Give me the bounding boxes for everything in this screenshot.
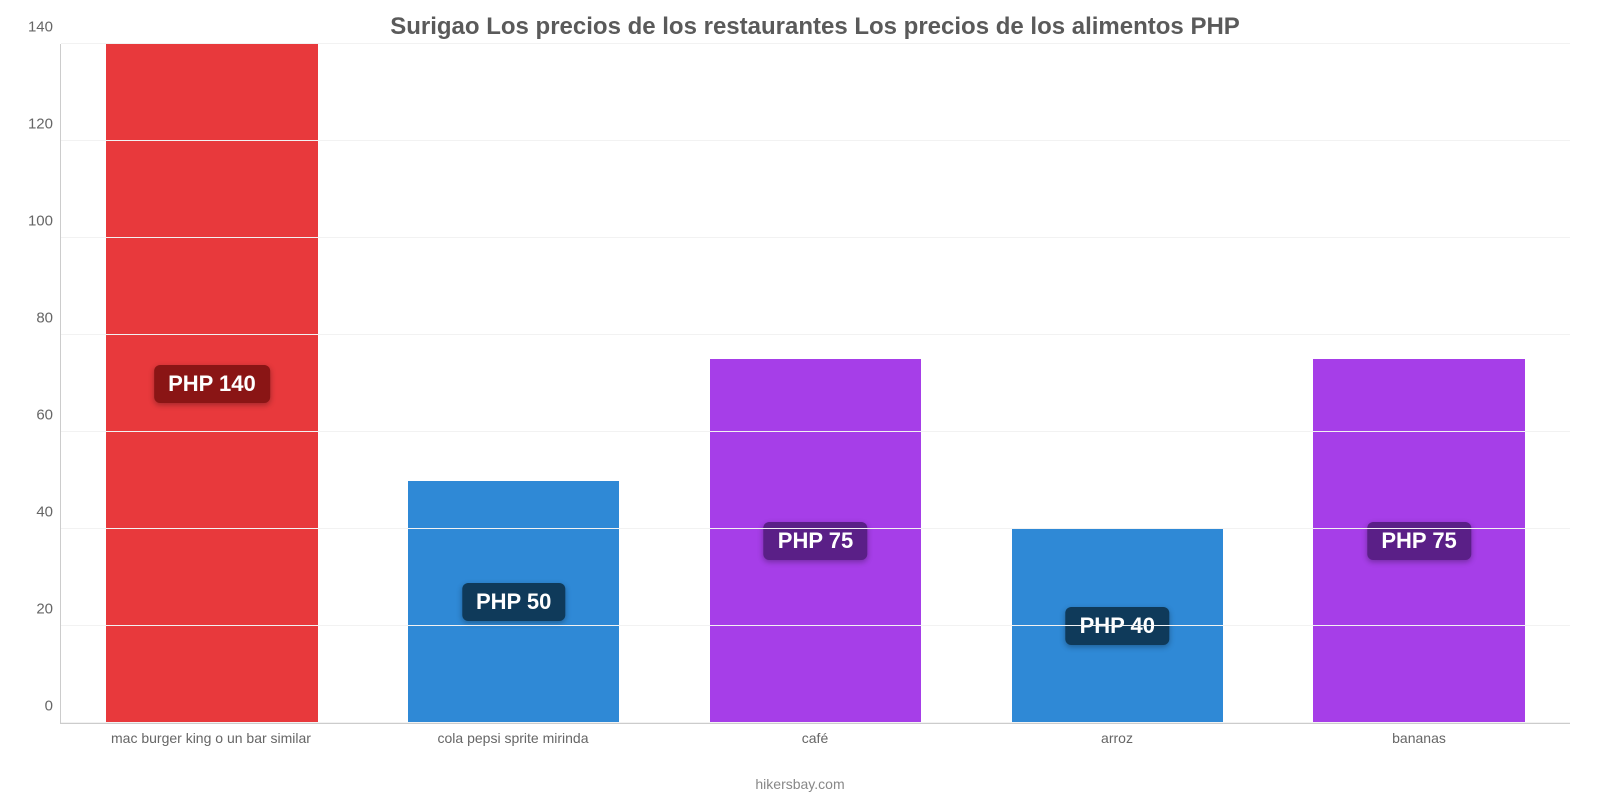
grid-line	[61, 140, 1570, 141]
value-label-cola: PHP 50	[462, 583, 565, 621]
y-tick-label: 40	[36, 504, 61, 521]
value-label-mac: PHP 140	[154, 365, 270, 403]
chart-title: Surigao Los precios de los restaurantes …	[60, 10, 1570, 44]
grid-line	[61, 625, 1570, 626]
y-tick-label: 20	[36, 601, 61, 618]
bar-slot-cola: PHP 50	[363, 44, 665, 723]
y-tick-label: 80	[36, 310, 61, 327]
bar-slot-bananas: PHP 75	[1268, 44, 1570, 723]
x-label-arroz: arroz	[966, 730, 1268, 746]
grid-line	[61, 722, 1570, 723]
bar-slot-mac: PHP 140	[61, 44, 363, 723]
y-tick-label: 120	[28, 116, 61, 133]
bar-slot-arroz: PHP 40	[966, 44, 1268, 723]
y-tick-label: 140	[28, 19, 61, 36]
bar-cafe: PHP 75	[710, 359, 921, 723]
bars-row: PHP 140 PHP 50 PHP 75 PHP 40 PHP 75	[61, 44, 1570, 723]
bar-cola: PHP 50	[408, 481, 619, 724]
plot-area: PHP 140PHP 50PHP 75PHP 40PHP 75 02040608…	[60, 44, 1570, 724]
bar-slot-cafe: PHP 75	[665, 44, 967, 723]
y-tick-label: 0	[45, 698, 61, 715]
x-label-cafe: café	[664, 730, 966, 746]
bar-arroz: PHP 40	[1012, 529, 1223, 723]
footer-credit: hikersbay.com	[0, 776, 1600, 792]
value-label-arroz: PHP 40	[1066, 607, 1169, 645]
y-tick-label: 100	[28, 213, 61, 230]
y-tick-label: 60	[36, 407, 61, 424]
bar-bananas: PHP 75	[1313, 359, 1524, 723]
x-axis-labels: mac burger king o un bar similarcola pep…	[60, 730, 1570, 746]
x-label-mac: mac burger king o un bar similar	[60, 730, 362, 746]
grid-line	[61, 237, 1570, 238]
x-label-bananas: bananas	[1268, 730, 1570, 746]
grid-line	[61, 43, 1570, 44]
grid-line	[61, 528, 1570, 529]
x-label-cola: cola pepsi sprite mirinda	[362, 730, 664, 746]
bar-mac: PHP 140	[106, 44, 317, 723]
grid-line	[61, 334, 1570, 335]
price-bar-chart: Surigao Los precios de los restaurantes …	[0, 0, 1600, 800]
grid-line	[61, 431, 1570, 432]
